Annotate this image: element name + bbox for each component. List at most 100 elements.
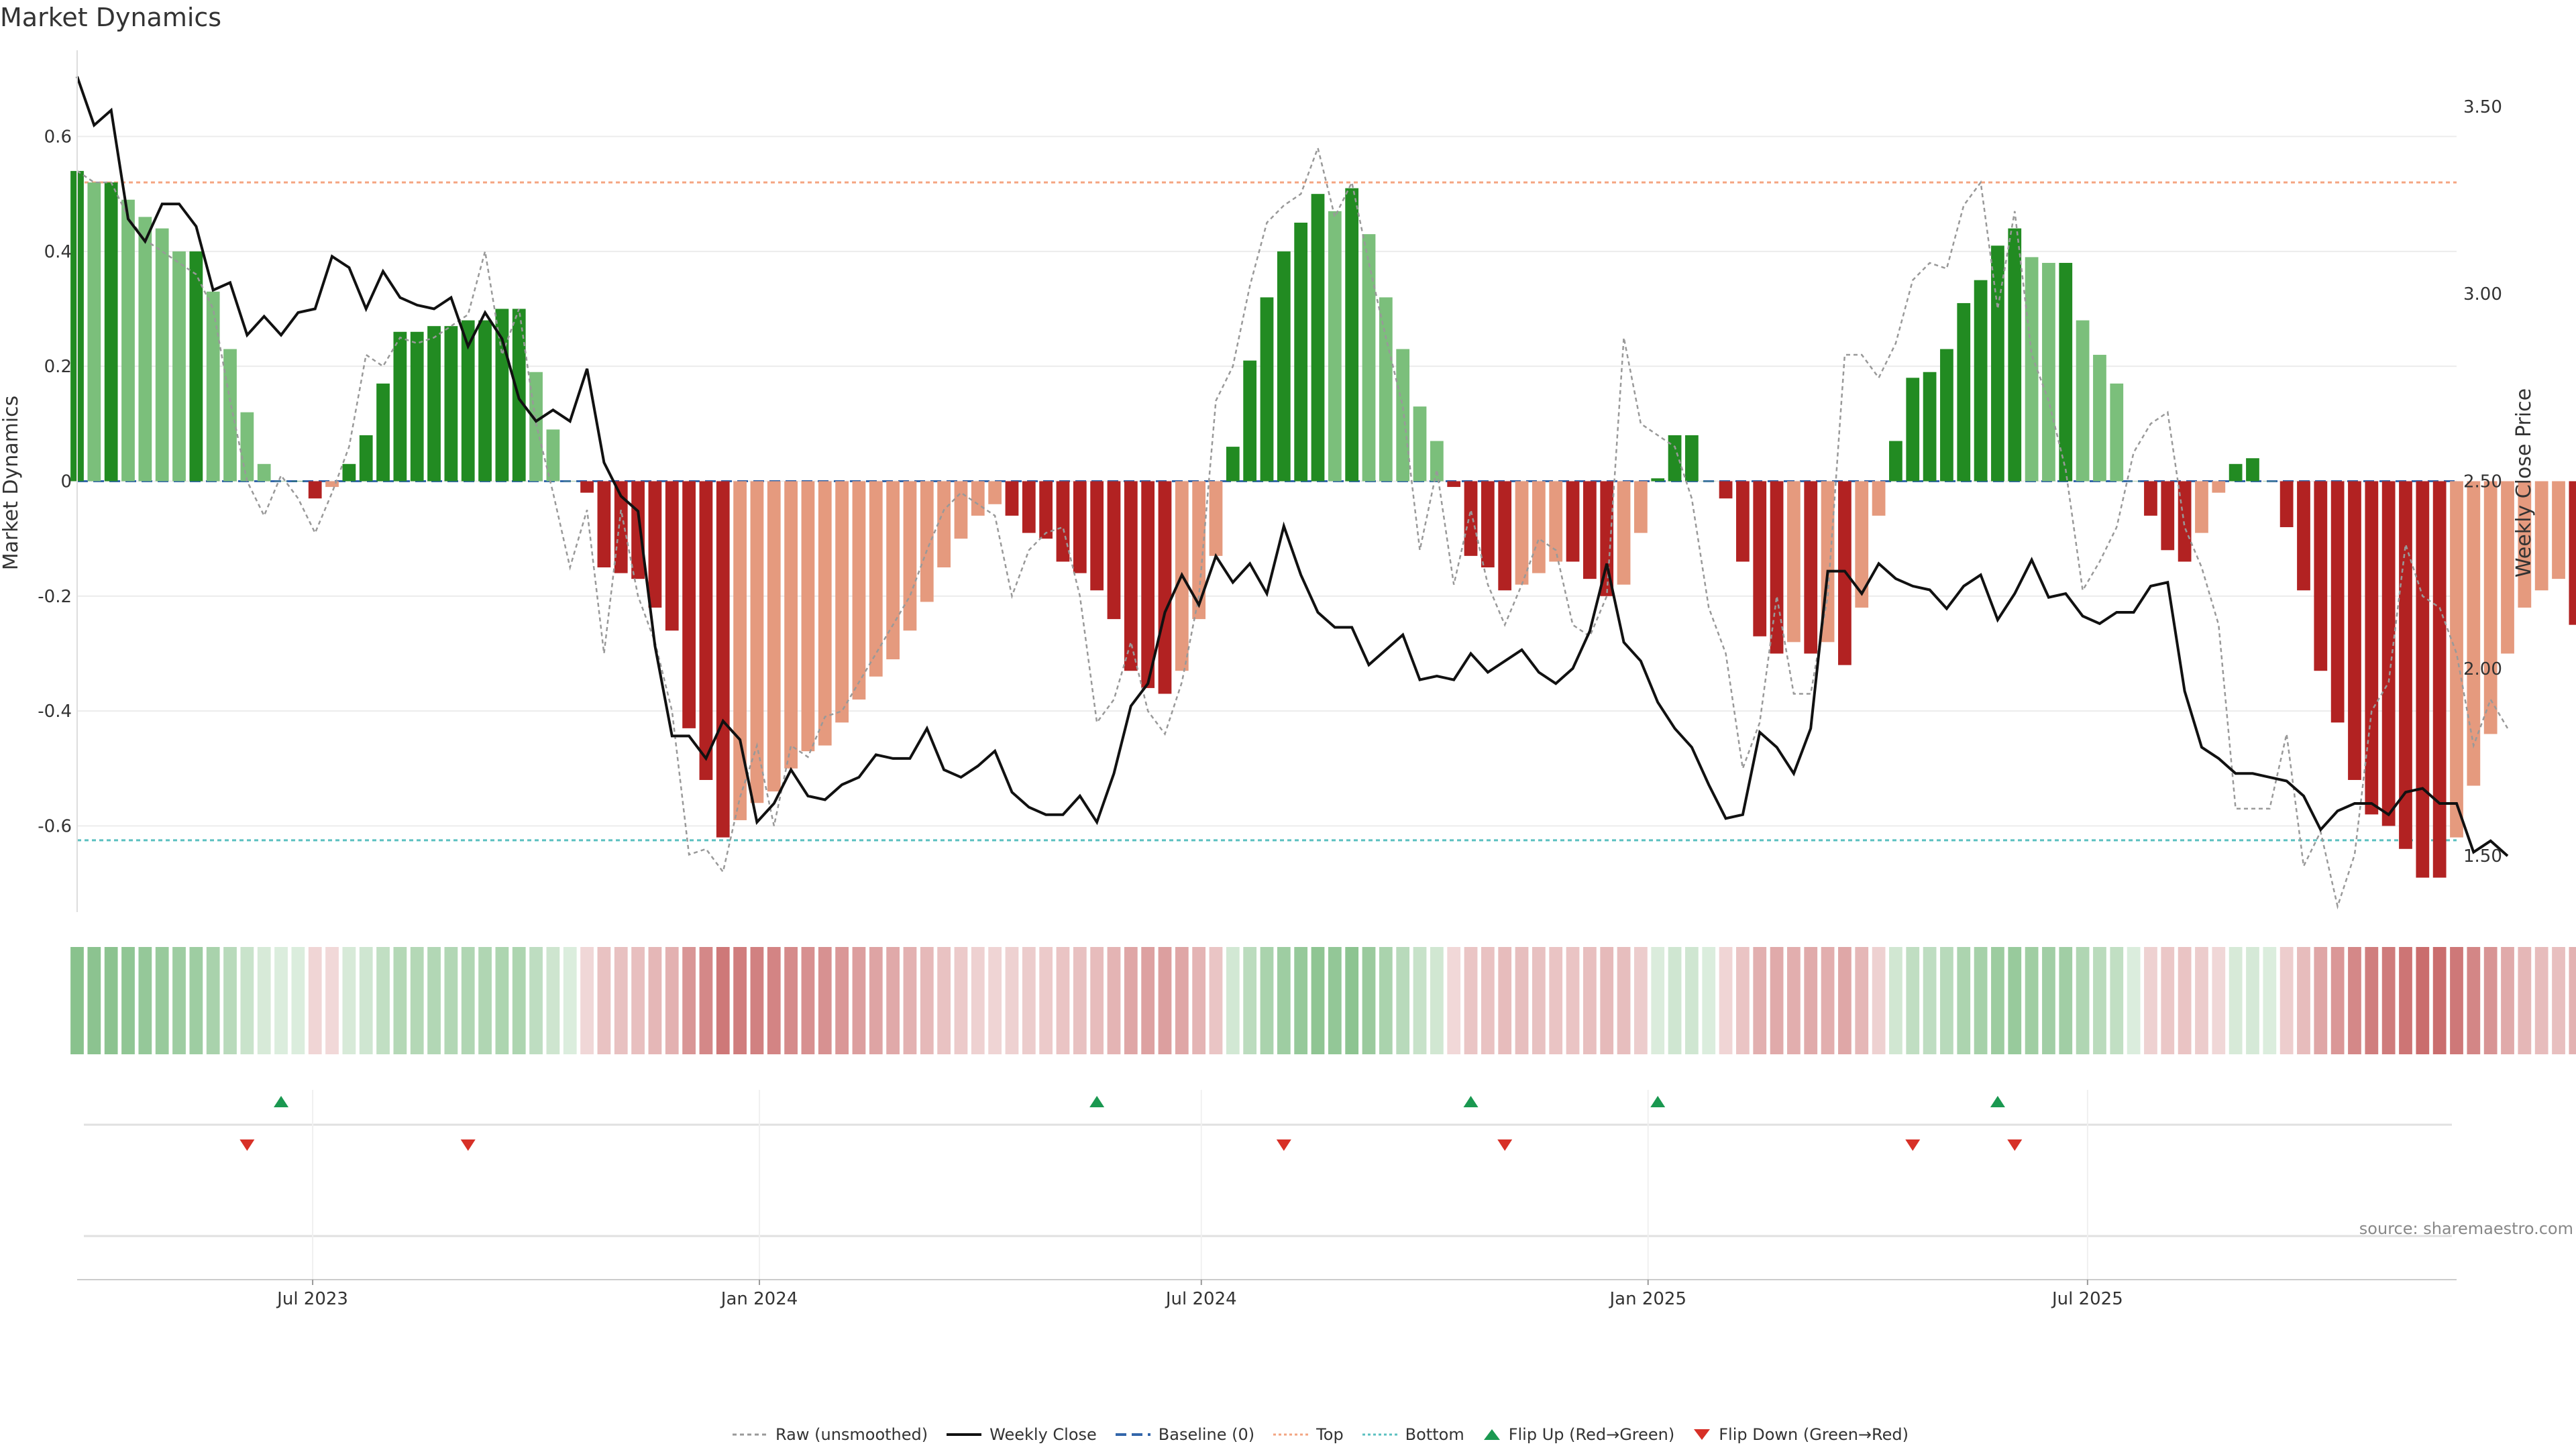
heat-strip-cell xyxy=(2399,947,2412,1054)
market-dynamics-bar xyxy=(410,331,424,482)
heat-strip-cell xyxy=(614,947,628,1054)
market-dynamics-bar xyxy=(1923,372,1937,482)
market-dynamics-bar xyxy=(1447,481,1461,488)
market-dynamics-bar xyxy=(1464,481,1478,556)
heat-strip-cell xyxy=(1668,947,1682,1054)
flip-down-marker xyxy=(460,1139,476,1151)
heat-strip-cell xyxy=(1736,947,1750,1054)
market-dynamics-bar xyxy=(1787,481,1801,643)
heat-strip-cell xyxy=(2416,947,2430,1054)
heat-strip-cell xyxy=(648,947,662,1054)
market-dynamics-bar xyxy=(2314,481,2328,671)
heat-strip-cell xyxy=(2110,947,2124,1054)
heat-strip-cell xyxy=(325,947,339,1054)
market-dynamics-bar xyxy=(2042,262,2055,482)
heat-strip-cell xyxy=(2178,947,2192,1054)
y-tick-label-right: 1.50 xyxy=(2463,846,2502,867)
market-dynamics-bar xyxy=(665,481,679,631)
heat-strip-cell xyxy=(2229,947,2243,1054)
heat-strip-cell xyxy=(308,947,322,1054)
market-dynamics-bar xyxy=(1872,481,1886,516)
y-tick-label-right: 2.50 xyxy=(2463,472,2502,492)
market-dynamics-bar xyxy=(1940,349,1953,482)
market-dynamics-bar xyxy=(478,320,492,482)
market-dynamics-bar xyxy=(495,309,509,482)
heat-strip-cell xyxy=(1447,947,1461,1054)
market-dynamics-bar xyxy=(1974,280,1988,482)
heat-strip-cell xyxy=(1600,947,1614,1054)
market-dynamics-bar xyxy=(223,349,237,482)
market-dynamics-bar xyxy=(1022,481,1036,533)
flip-up-marker xyxy=(1463,1096,1479,1107)
legend-label-flip-down: Flip Down (Green→Red) xyxy=(1719,1425,1909,1444)
market-dynamics-bar xyxy=(2381,481,2396,826)
heat-strip-cell xyxy=(70,947,84,1054)
heat-strip-cell xyxy=(733,947,747,1054)
legend-item-top: Top xyxy=(1272,1425,1344,1444)
market-dynamics-bar xyxy=(2348,481,2361,780)
heat-strip-cell xyxy=(2518,947,2532,1054)
y-tick-label-left: -0.4 xyxy=(38,702,72,722)
heat-strip-cell xyxy=(988,947,1002,1054)
market-dynamics-bar xyxy=(716,481,730,838)
heat-strip-cell xyxy=(1685,947,1699,1054)
top-line-swatch-icon xyxy=(1273,1433,1309,1436)
heat-strip-cell xyxy=(1582,947,1597,1054)
heat-strip-cell xyxy=(920,947,934,1054)
heat-strip-cell xyxy=(223,947,237,1054)
flip-down-marker xyxy=(1497,1139,1513,1151)
heat-strip-cell xyxy=(2059,947,2073,1054)
market-dynamics-bar xyxy=(1566,481,1580,562)
x-tick-label: Jul 2024 xyxy=(1165,1289,1237,1309)
heat-strip-cell xyxy=(1209,947,1223,1054)
y-tick-label-right: 3.00 xyxy=(2463,284,2502,304)
heat-strip-cell xyxy=(512,947,526,1054)
legend-label-close: Weekly Close xyxy=(989,1425,1097,1444)
triangle-up-icon xyxy=(1483,1429,1500,1440)
heat-strip-cell xyxy=(342,947,356,1054)
heat-strip-cell xyxy=(750,947,764,1054)
market-dynamics-bar xyxy=(699,481,713,780)
market-dynamics-bar xyxy=(1413,406,1427,482)
heat-strip-cell xyxy=(529,947,543,1054)
market-dynamics-bar xyxy=(1073,481,1087,573)
market-dynamics-bar xyxy=(529,372,543,482)
heat-strip-cell xyxy=(1549,947,1563,1054)
heat-strip-cell xyxy=(1362,947,1376,1054)
flip-down-marker xyxy=(1276,1139,1291,1151)
y-tick-label-left: 0.6 xyxy=(44,127,72,148)
market-dynamics-bar xyxy=(393,331,407,482)
heat-strip-cell xyxy=(1532,947,1546,1054)
heat-strip-cell xyxy=(2501,947,2514,1054)
market-dynamics-bar xyxy=(2569,481,2576,625)
market-dynamics-bar xyxy=(1192,481,1206,620)
heat-strip-cell xyxy=(1311,947,1325,1054)
market-dynamics-bar xyxy=(2246,458,2259,482)
heat-strip-cell xyxy=(1940,947,1953,1054)
heat-strip-cell xyxy=(1634,947,1648,1054)
heat-strip-cell xyxy=(359,947,373,1054)
market-dynamics-bar xyxy=(257,463,271,482)
heat-strip-cell xyxy=(2042,947,2055,1054)
legend-item-raw: Raw (unsmoothed) xyxy=(731,1425,928,1444)
price-lines xyxy=(76,76,2509,910)
heat-strip-cell xyxy=(665,947,679,1054)
heat-strip-cell xyxy=(1498,947,1512,1054)
market-dynamics-bar xyxy=(1957,302,1971,482)
market-dynamics-bar xyxy=(1430,441,1444,482)
legend-item-flip-down: Flip Down (Green→Red) xyxy=(1692,1425,1909,1444)
heat-strip-cell xyxy=(971,947,985,1054)
heat-strip-cell xyxy=(393,947,407,1054)
heat-strip-cell xyxy=(682,947,696,1054)
market-dynamics-bar xyxy=(852,481,866,700)
heat-strip-cell xyxy=(2161,947,2175,1054)
market-dynamics-bar xyxy=(1906,378,1920,482)
y-tick-label-left: -0.6 xyxy=(38,817,72,837)
market-dynamics-bar xyxy=(1634,481,1648,533)
heat-strip-cell xyxy=(2432,947,2447,1054)
heat-strip-cell xyxy=(937,947,951,1054)
heat-strip-cell xyxy=(1821,947,1835,1054)
market-dynamics-bar xyxy=(750,481,764,803)
heat-strip-cell xyxy=(767,947,781,1054)
market-dynamics-bar xyxy=(546,429,560,482)
